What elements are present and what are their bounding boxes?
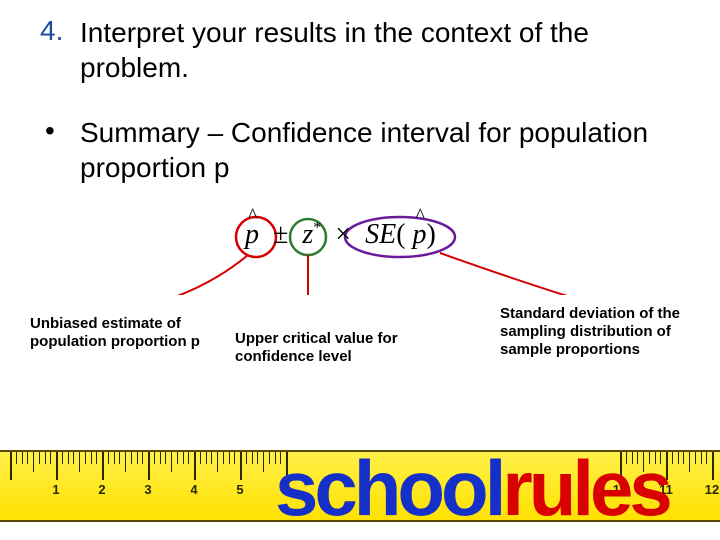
se-symbol: SE bbox=[365, 219, 396, 250]
ruler-label-right: 12 bbox=[705, 482, 719, 497]
formula-region: p ± z* × SE( p) bbox=[30, 215, 690, 295]
times-symbol: × bbox=[335, 219, 351, 250]
ruler-label: 2 bbox=[98, 482, 105, 497]
ruler-decoration: 123456 101112 schoolrules bbox=[0, 450, 720, 540]
brand-word-rules: rules bbox=[502, 444, 668, 532]
formula-text: p ± z* × SE( p) bbox=[245, 219, 436, 251]
bullet-text: Summary – Confidence interval for popula… bbox=[80, 115, 690, 185]
ruler-label: 1 bbox=[52, 482, 59, 497]
phat2-symbol: p bbox=[413, 219, 427, 251]
bullet-marker: • bbox=[30, 115, 80, 147]
plus-minus: ± bbox=[273, 219, 288, 250]
callout-critical-value: Upper critical value for confidence leve… bbox=[235, 330, 415, 366]
ruler-label: 5 bbox=[236, 482, 243, 497]
callout-row: Unbiased estimate of population proporti… bbox=[30, 295, 690, 400]
numbered-item-4: 4. Interpret your results in the context… bbox=[30, 15, 690, 85]
z-symbol: z bbox=[302, 219, 313, 250]
callout-standard-deviation: Standard deviation of the sampling distr… bbox=[500, 305, 720, 359]
brand-word-school: school bbox=[275, 444, 502, 532]
item-number: 4. bbox=[30, 15, 80, 47]
ruler-label: 3 bbox=[144, 482, 151, 497]
phat-symbol: p bbox=[245, 219, 259, 251]
bullet-summary: • Summary – Confidence interval for popu… bbox=[30, 115, 690, 185]
item-text: Interpret your results in the context of… bbox=[80, 15, 690, 85]
ruler-ticks-left: 123456 bbox=[0, 452, 280, 520]
z-star: * bbox=[313, 220, 321, 237]
paren-close: ) bbox=[427, 219, 436, 250]
paren-open: ( bbox=[396, 219, 405, 250]
ruler-brand: schoolrules bbox=[275, 443, 669, 534]
callout-unbiased-estimate: Unbiased estimate of population proporti… bbox=[30, 315, 200, 351]
ruler-label: 4 bbox=[190, 482, 197, 497]
